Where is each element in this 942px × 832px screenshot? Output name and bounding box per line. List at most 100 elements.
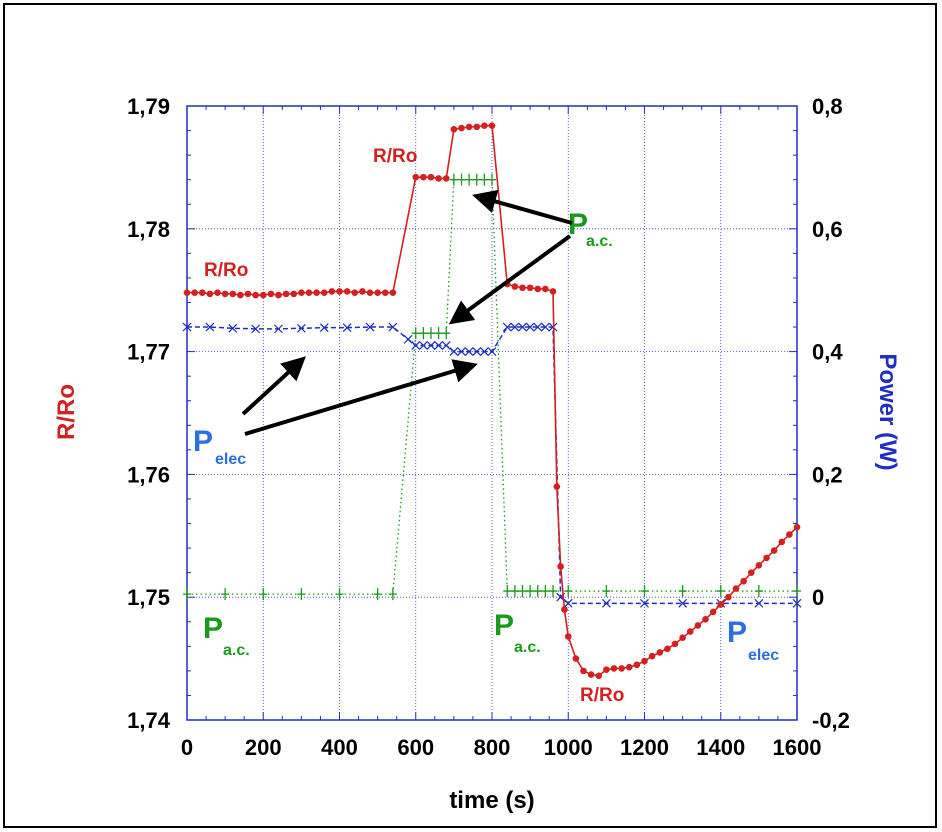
series-rro-point	[458, 124, 465, 132]
x-tick-label: 200	[245, 735, 282, 760]
pelec-annotation-left: P elec	[193, 425, 246, 468]
series-rro-point	[755, 561, 763, 569]
series-rro-point	[572, 655, 580, 662]
series-rro-point	[526, 284, 534, 292]
series-rro-point	[786, 531, 793, 538]
series-pac-point	[442, 327, 451, 340]
series-rro-point	[740, 577, 747, 585]
series-rro-point	[343, 288, 351, 295]
series-rro-point	[580, 667, 587, 675]
series-rro-point	[221, 290, 229, 298]
series-pac-point	[640, 585, 649, 598]
series-pac-point	[465, 173, 474, 186]
series-pelec-point	[441, 341, 451, 350]
series-rro-point	[389, 289, 397, 296]
series-pelec-point	[403, 334, 413, 344]
series-pac-point	[259, 588, 268, 601]
series-pelec-point	[365, 322, 375, 332]
series-pac-point	[419, 327, 428, 340]
x-tick-label: 0	[181, 735, 193, 760]
series-pac-point	[541, 585, 550, 598]
series-rro-point	[435, 175, 442, 182]
series-rro-point	[481, 122, 488, 129]
rro-annotation-left: R/Ro	[204, 260, 248, 281]
series-rro-point	[290, 290, 298, 298]
series-rro-point	[770, 547, 778, 554]
series-pelec-point	[411, 341, 421, 350]
series-rro-point	[313, 289, 320, 296]
series-pac-point	[297, 588, 306, 601]
y-left-tick-label: 1,74	[127, 708, 171, 733]
series-rro-point	[686, 628, 694, 635]
series-pac-point	[183, 588, 191, 601]
chart-frame	[3, 3, 937, 828]
series-pelec-point	[525, 322, 535, 332]
series-pelec-point	[754, 598, 764, 608]
x-tick-label: 800	[474, 735, 511, 760]
series-rro-point	[641, 657, 648, 665]
pac-annotation-middle: P a.c.	[494, 609, 541, 656]
series-pelec-line	[187, 326, 797, 605]
series-rro-point	[664, 645, 671, 653]
series-rro-point	[709, 608, 717, 616]
y-right-tick-label: 0	[812, 585, 824, 610]
rro-annotation-bottom: R/Ro	[580, 685, 624, 706]
series-rro-point	[198, 289, 206, 296]
pac-main-text: P	[203, 612, 223, 645]
series-pelec-point	[449, 347, 459, 357]
series-pelec-point	[678, 598, 688, 608]
pac-sub-text: a.c.	[223, 642, 250, 659]
series-pelec-point	[487, 347, 497, 357]
series-pac-point	[678, 585, 687, 598]
series-pelec-point	[640, 598, 649, 608]
series-pelec-point	[342, 323, 352, 333]
series-rro-point	[763, 554, 770, 562]
x-tick-label: 1200	[620, 735, 669, 760]
series-pelec-point	[251, 324, 261, 334]
series-pelec-point	[510, 322, 520, 332]
series-pac-point	[518, 585, 527, 598]
series-pelec-point	[518, 322, 527, 332]
series-rro-point	[183, 289, 191, 296]
pelec-annotation-right: P elec	[727, 616, 779, 664]
series-pelec-point	[563, 598, 573, 608]
series-rro-point	[244, 290, 252, 298]
x-tick-label: 400	[321, 735, 358, 760]
series-pelec-point	[792, 598, 802, 608]
series-pac-point	[503, 585, 512, 598]
series-rro-point	[561, 606, 568, 613]
series-rro-point	[702, 616, 709, 623]
series-pac-point	[510, 585, 519, 598]
series-rro-point	[656, 649, 664, 656]
series-rro-point	[793, 523, 801, 531]
pac-main-text: P	[494, 609, 514, 642]
rro-annotation-top: R/Ro	[373, 146, 417, 167]
series-pelec-point	[388, 322, 398, 332]
pac-annotation-left: P a.c.	[203, 612, 250, 659]
series-pelec-point	[502, 322, 512, 332]
series-rro-point	[671, 640, 679, 648]
series-pelec-point	[434, 341, 444, 350]
pac-sub-text: a.c.	[514, 639, 541, 656]
series-rro-point	[412, 173, 420, 181]
series-pelec-point	[418, 341, 428, 350]
series-pelec-point	[464, 347, 474, 357]
x-tick-label: 1400	[696, 735, 745, 760]
series-rro-point	[214, 289, 221, 296]
series-rro-point	[191, 289, 198, 296]
series-pac-point	[602, 585, 611, 598]
series-pelec-point	[472, 347, 482, 357]
series-rro-point	[237, 291, 244, 299]
y-right-tick-label: 0,6	[812, 217, 843, 242]
series-pelec-point	[540, 322, 550, 332]
pac-sub-text: a.c.	[586, 233, 613, 250]
series-rro-point	[553, 483, 561, 490]
series-pac-point	[533, 585, 542, 598]
series-rro-point	[633, 661, 641, 669]
series-rro-point	[442, 175, 450, 182]
arrow-pelec-to-middle-plateau	[244, 359, 478, 436]
arrow-pac-to-top-step	[472, 189, 573, 225]
pelec-sub-text: elec	[748, 647, 779, 664]
series-pac-point	[526, 585, 535, 598]
series-rro-point	[488, 122, 496, 129]
